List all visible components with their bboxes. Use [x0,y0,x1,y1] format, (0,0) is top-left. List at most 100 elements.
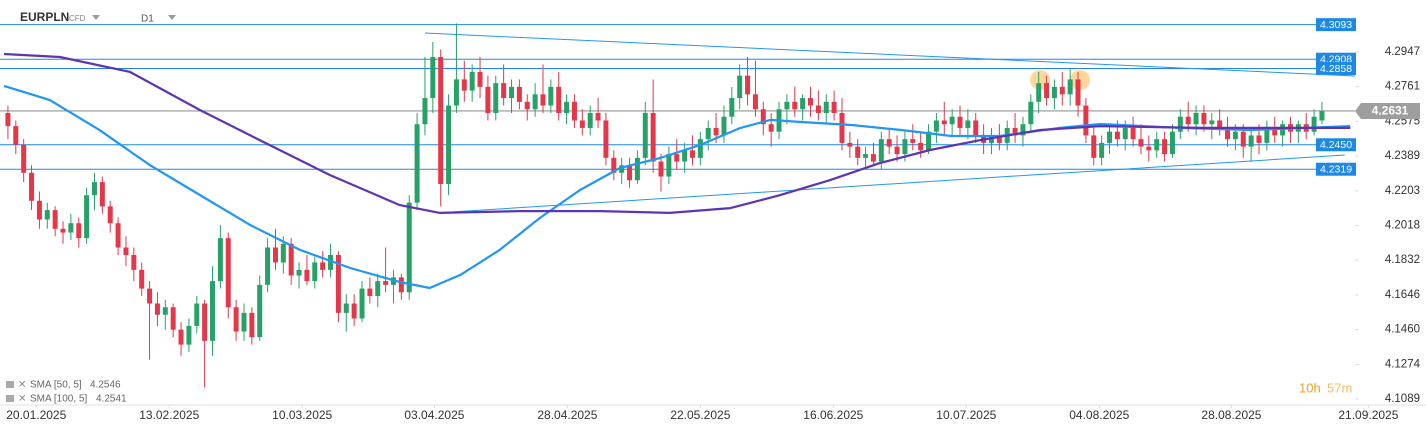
x-tick-label: 16.06.2025 [803,408,863,422]
candle-body [241,312,247,332]
candle-body [579,120,585,128]
candle-body [1154,139,1160,151]
candle-body [902,139,908,155]
candle-body [107,206,113,224]
candle-body [280,243,286,263]
candle-body [398,277,404,293]
candle-body [658,161,664,177]
candle-body [1232,131,1238,140]
candle-body [147,288,153,304]
candle-body [1272,127,1278,136]
x-tick-label: 10.07.2025 [936,408,996,422]
candle-body [949,116,955,125]
timeframe-dropdown[interactable] [168,15,176,20]
trendline [436,154,1345,214]
x-tick-label: 20.01.2025 [6,408,66,422]
x-tick-label: 03.04.2025 [404,408,464,422]
candle-body [564,101,570,114]
candle-body [1036,83,1042,102]
last-price-label: 4.2631 [1372,104,1409,118]
candle-body [721,116,727,136]
candle-body [1059,86,1065,95]
candle-body [115,223,121,248]
level-label-box [1316,138,1356,152]
candle-body [44,210,50,220]
legend-icon[interactable] [6,381,14,388]
candle-body [29,172,35,201]
candle-body [800,98,806,110]
candle-body [689,150,695,158]
x-tick-label: 28.08.2025 [1201,408,1261,422]
candle-body [343,303,349,313]
timeframe[interactable]: D1 [141,14,154,25]
candle-body [745,75,751,95]
candle-body [202,303,208,341]
level-label: 4.2858 [1320,63,1352,75]
candle-body [1146,146,1152,151]
instrument-type[interactable]: CFD [69,14,86,23]
candle-body [737,75,743,99]
candle-body [312,262,318,282]
legend-name: SMA [50, 5] [30,380,82,391]
candle-body [839,113,845,143]
candle-body [453,79,459,106]
countdown-minutes: 57m [1327,380,1352,395]
symbol-dropdown[interactable] [92,15,100,20]
candle-body [634,157,640,181]
candle-body [1051,86,1057,99]
candle-body [587,113,593,128]
x-tick-label: 21.09.2025 [1338,408,1398,422]
y-tick-label: 4.2389 [1385,150,1420,162]
candle-body [5,113,11,127]
candle-body [131,254,137,270]
candle-body [304,269,310,282]
level-label: 4.2450 [1320,139,1352,151]
candle-body [406,202,412,293]
candle-body [1193,113,1199,125]
candle-body [1177,116,1183,132]
legend-icon[interactable] [6,395,14,402]
candle-body [351,303,357,319]
candle-body [383,281,389,285]
y-tick-label: 4.1089 [1385,393,1420,405]
candle-body [1044,83,1050,99]
candle-body [84,195,90,239]
candle-body [886,139,892,147]
candle-body [162,307,168,315]
candle-body [1209,120,1215,125]
candle-body [697,139,703,158]
candle-body [21,144,27,173]
candle-body [1114,131,1120,140]
candle-body [430,56,436,99]
candle-body [1264,127,1270,143]
trendline [424,32,1356,77]
y-tick-label: 4.2203 [1385,185,1420,197]
candle-body [926,131,932,151]
candle-body [446,105,452,184]
candle-body [99,182,105,207]
candle-body [91,182,97,196]
level-label: 4.3093 [1320,19,1352,31]
candle-body [76,223,82,239]
legend-close[interactable]: ✕ [18,380,26,391]
candle-body [265,247,271,285]
y-tick-label: 4.1274 [1385,358,1421,370]
candle-body [375,281,381,297]
candle-body [123,247,129,255]
sma-line [3,52,1351,214]
x-tick-label: 22.05.2025 [670,408,730,422]
candle-body [1185,116,1191,125]
candle-body [52,210,58,229]
candle-body [13,126,19,145]
candle-body [768,124,774,132]
legend-close[interactable]: ✕ [18,394,26,405]
candle-body [823,101,829,114]
candle-body [666,154,672,177]
candle-body [556,86,562,114]
legend-value: 4.2546 [90,380,121,391]
candle-body [1028,101,1034,125]
legend-name: SMA [100, 5] [30,394,87,405]
candle-body [1130,127,1136,140]
candle-body [359,288,365,319]
